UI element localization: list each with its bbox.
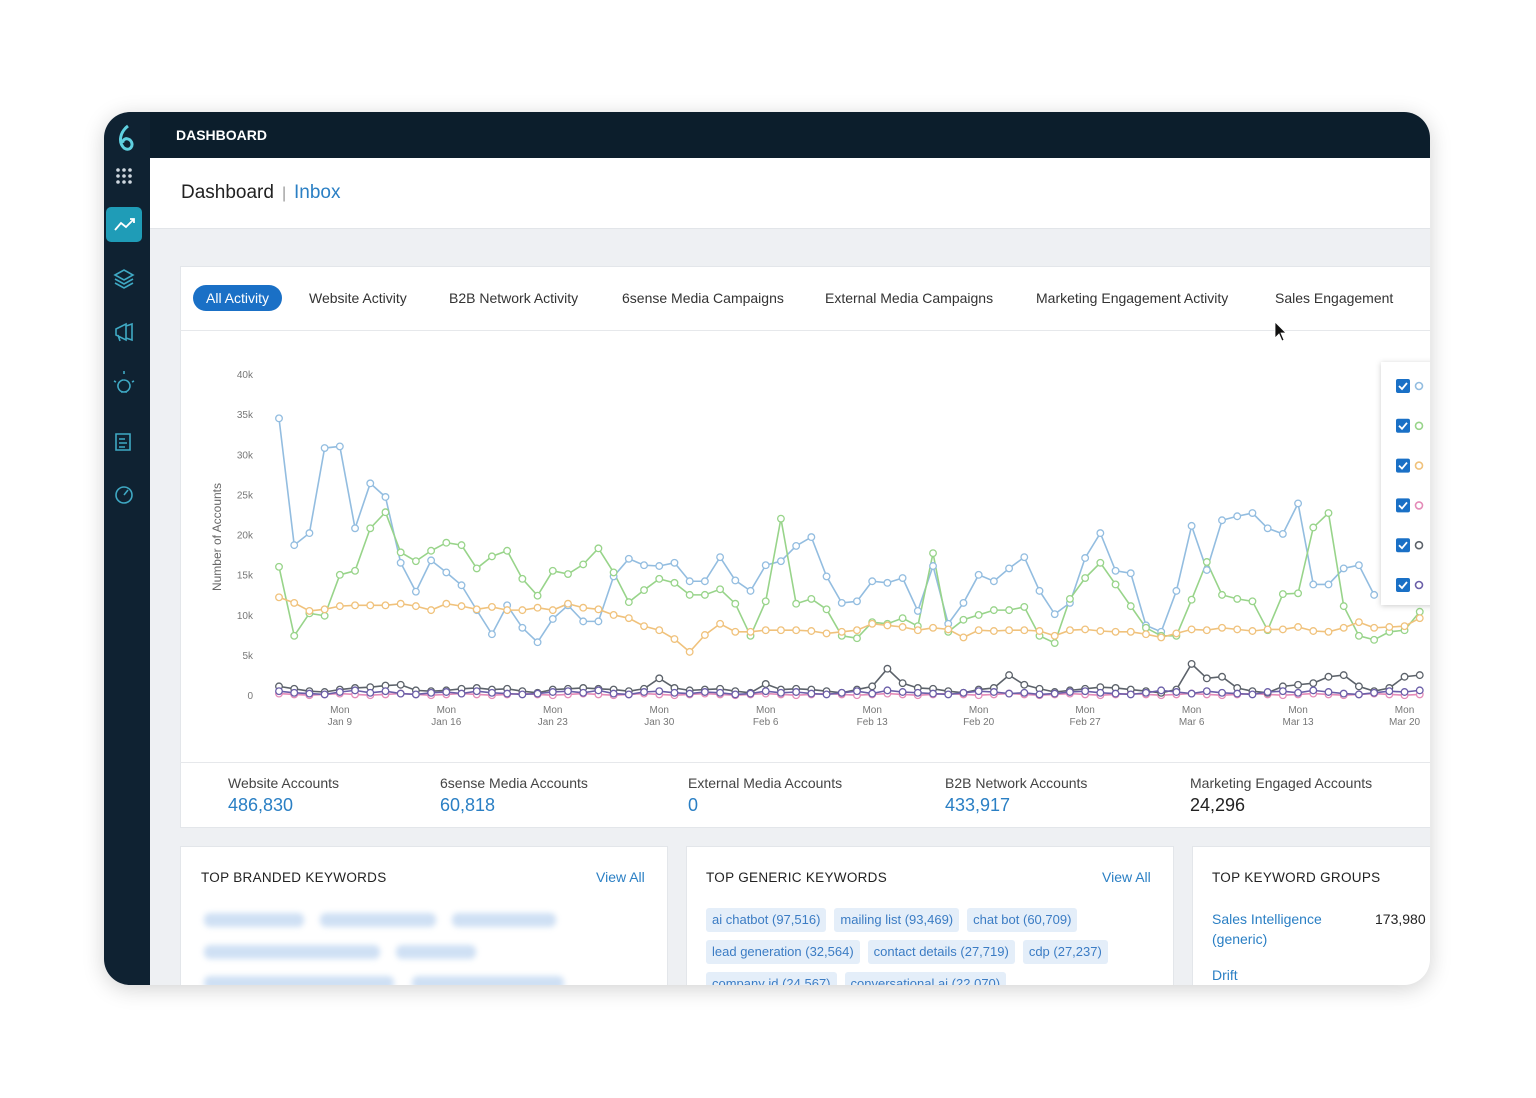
tab[interactable]: Sales Engagement	[1275, 290, 1394, 306]
stat-value: 24,296	[1190, 795, 1246, 815]
keyword-tag[interactable]: ai chatbot (97,516)	[706, 908, 827, 932]
card-title: TOP KEYWORD GROUPS	[1212, 870, 1381, 885]
stat-label: Marketing Engaged Accounts	[1190, 775, 1373, 791]
activity-card	[180, 266, 1430, 828]
keyword-tag[interactable]: contact details (27,719)	[867, 940, 1015, 964]
bulb-icon[interactable]	[113, 371, 135, 393]
stat-label: 6sense Media Accounts	[440, 775, 588, 791]
sidebar	[104, 112, 150, 985]
top-bar: DASHBOARD	[150, 112, 1430, 158]
gauge-icon[interactable]	[115, 486, 133, 504]
sidebar-icons	[106, 124, 142, 504]
app-window: DASHBOARD Dashboard | Inbox All Activity…	[104, 112, 1430, 985]
megaphone-icon[interactable]	[115, 322, 133, 342]
blurred-keyword	[204, 913, 304, 927]
keyword-tags: ai chatbot (97,516) mailing list (93,469)…	[706, 908, 1176, 985]
tab[interactable]: Website Activity	[309, 290, 407, 306]
layers-icon[interactable]	[113, 269, 135, 289]
x-tick-label: Mon Mar 6	[1178, 705, 1205, 728]
blurred-keyword	[204, 945, 380, 959]
x-tick-label: Mon Jan 9	[327, 705, 353, 728]
keyword-tag[interactable]: conversational ai (22,070)	[844, 972, 1007, 985]
x-tick-label: Mon Feb 6	[752, 705, 779, 728]
keyword-tag[interactable]: chat bot (60,709)	[967, 908, 1078, 932]
stat-value: 0	[688, 795, 699, 815]
blurred-keyword	[320, 913, 436, 927]
card-title: TOP BRANDED KEYWORDS	[201, 870, 387, 885]
x-tick-label: Mon Jan 23	[537, 705, 568, 728]
x-tick-label: Mon Feb 20	[963, 705, 995, 728]
group-name[interactable]: Sales Intelligence (generic)	[1212, 911, 1322, 947]
tab-active[interactable]: All Activity	[193, 285, 283, 311]
blurred-keyword	[452, 913, 556, 927]
divider	[180, 330, 1430, 331]
header-separator: |	[282, 185, 287, 202]
keyword-groups-card	[1192, 846, 1430, 985]
keyword-tag[interactable]: company id (24,567)	[706, 972, 837, 985]
apps-icon[interactable]	[116, 168, 132, 184]
card-title: TOP GENERIC KEYWORDS	[706, 870, 888, 885]
x-tick-label: Mon Mar 20	[1388, 705, 1421, 728]
gauge-needle	[123, 489, 129, 496]
x-tick-label: Mon Jan 16	[431, 705, 462, 728]
top-bar-title: DASHBOARD	[176, 127, 267, 143]
stat-value: 433,917	[945, 795, 1011, 815]
page-header	[150, 158, 1430, 229]
group-name[interactable]: Drift	[1212, 967, 1238, 983]
divider	[180, 762, 1430, 763]
x-tick-label: Mon Feb 27	[1069, 705, 1101, 728]
view-all-link[interactable]: View All	[1102, 869, 1151, 885]
tab[interactable]: 6sense Media Campaigns	[622, 290, 784, 306]
blurred-keyword	[412, 976, 564, 985]
view-all-link[interactable]: View All	[596, 869, 645, 885]
x-tick-label: Mon Mar 13	[1282, 705, 1314, 728]
group-value: 173,980	[1375, 911, 1426, 927]
logo	[119, 124, 134, 151]
blurred-keyword	[396, 945, 476, 959]
report-icon[interactable]	[115, 433, 131, 451]
x-tick-label: Mon Jan 30	[644, 705, 675, 728]
header-link[interactable]: Inbox	[294, 182, 341, 203]
x-tick-label: Mon Feb 13	[856, 705, 888, 728]
tab[interactable]: External Media Campaigns	[825, 290, 994, 306]
stat-value: 486,830	[228, 795, 294, 815]
stat-label: B2B Network Accounts	[945, 775, 1088, 791]
stat-label: External Media Accounts	[688, 775, 843, 791]
tab[interactable]: Marketing Engagement Activity	[1036, 290, 1229, 306]
keyword-tag[interactable]: cdp (27,237)	[1022, 940, 1108, 964]
keyword-tag[interactable]: lead generation (32,564)	[706, 940, 860, 964]
keyword-tag[interactable]: mailing list (93,469)	[834, 908, 960, 932]
stat-value: 60,818	[440, 795, 496, 815]
stat-label: Website Accounts	[228, 775, 340, 791]
blurred-keyword	[204, 976, 394, 985]
header-title: Dashboard	[181, 182, 274, 203]
trend-icon	[114, 218, 135, 231]
tab[interactable]: B2B Network Activity	[449, 290, 579, 306]
